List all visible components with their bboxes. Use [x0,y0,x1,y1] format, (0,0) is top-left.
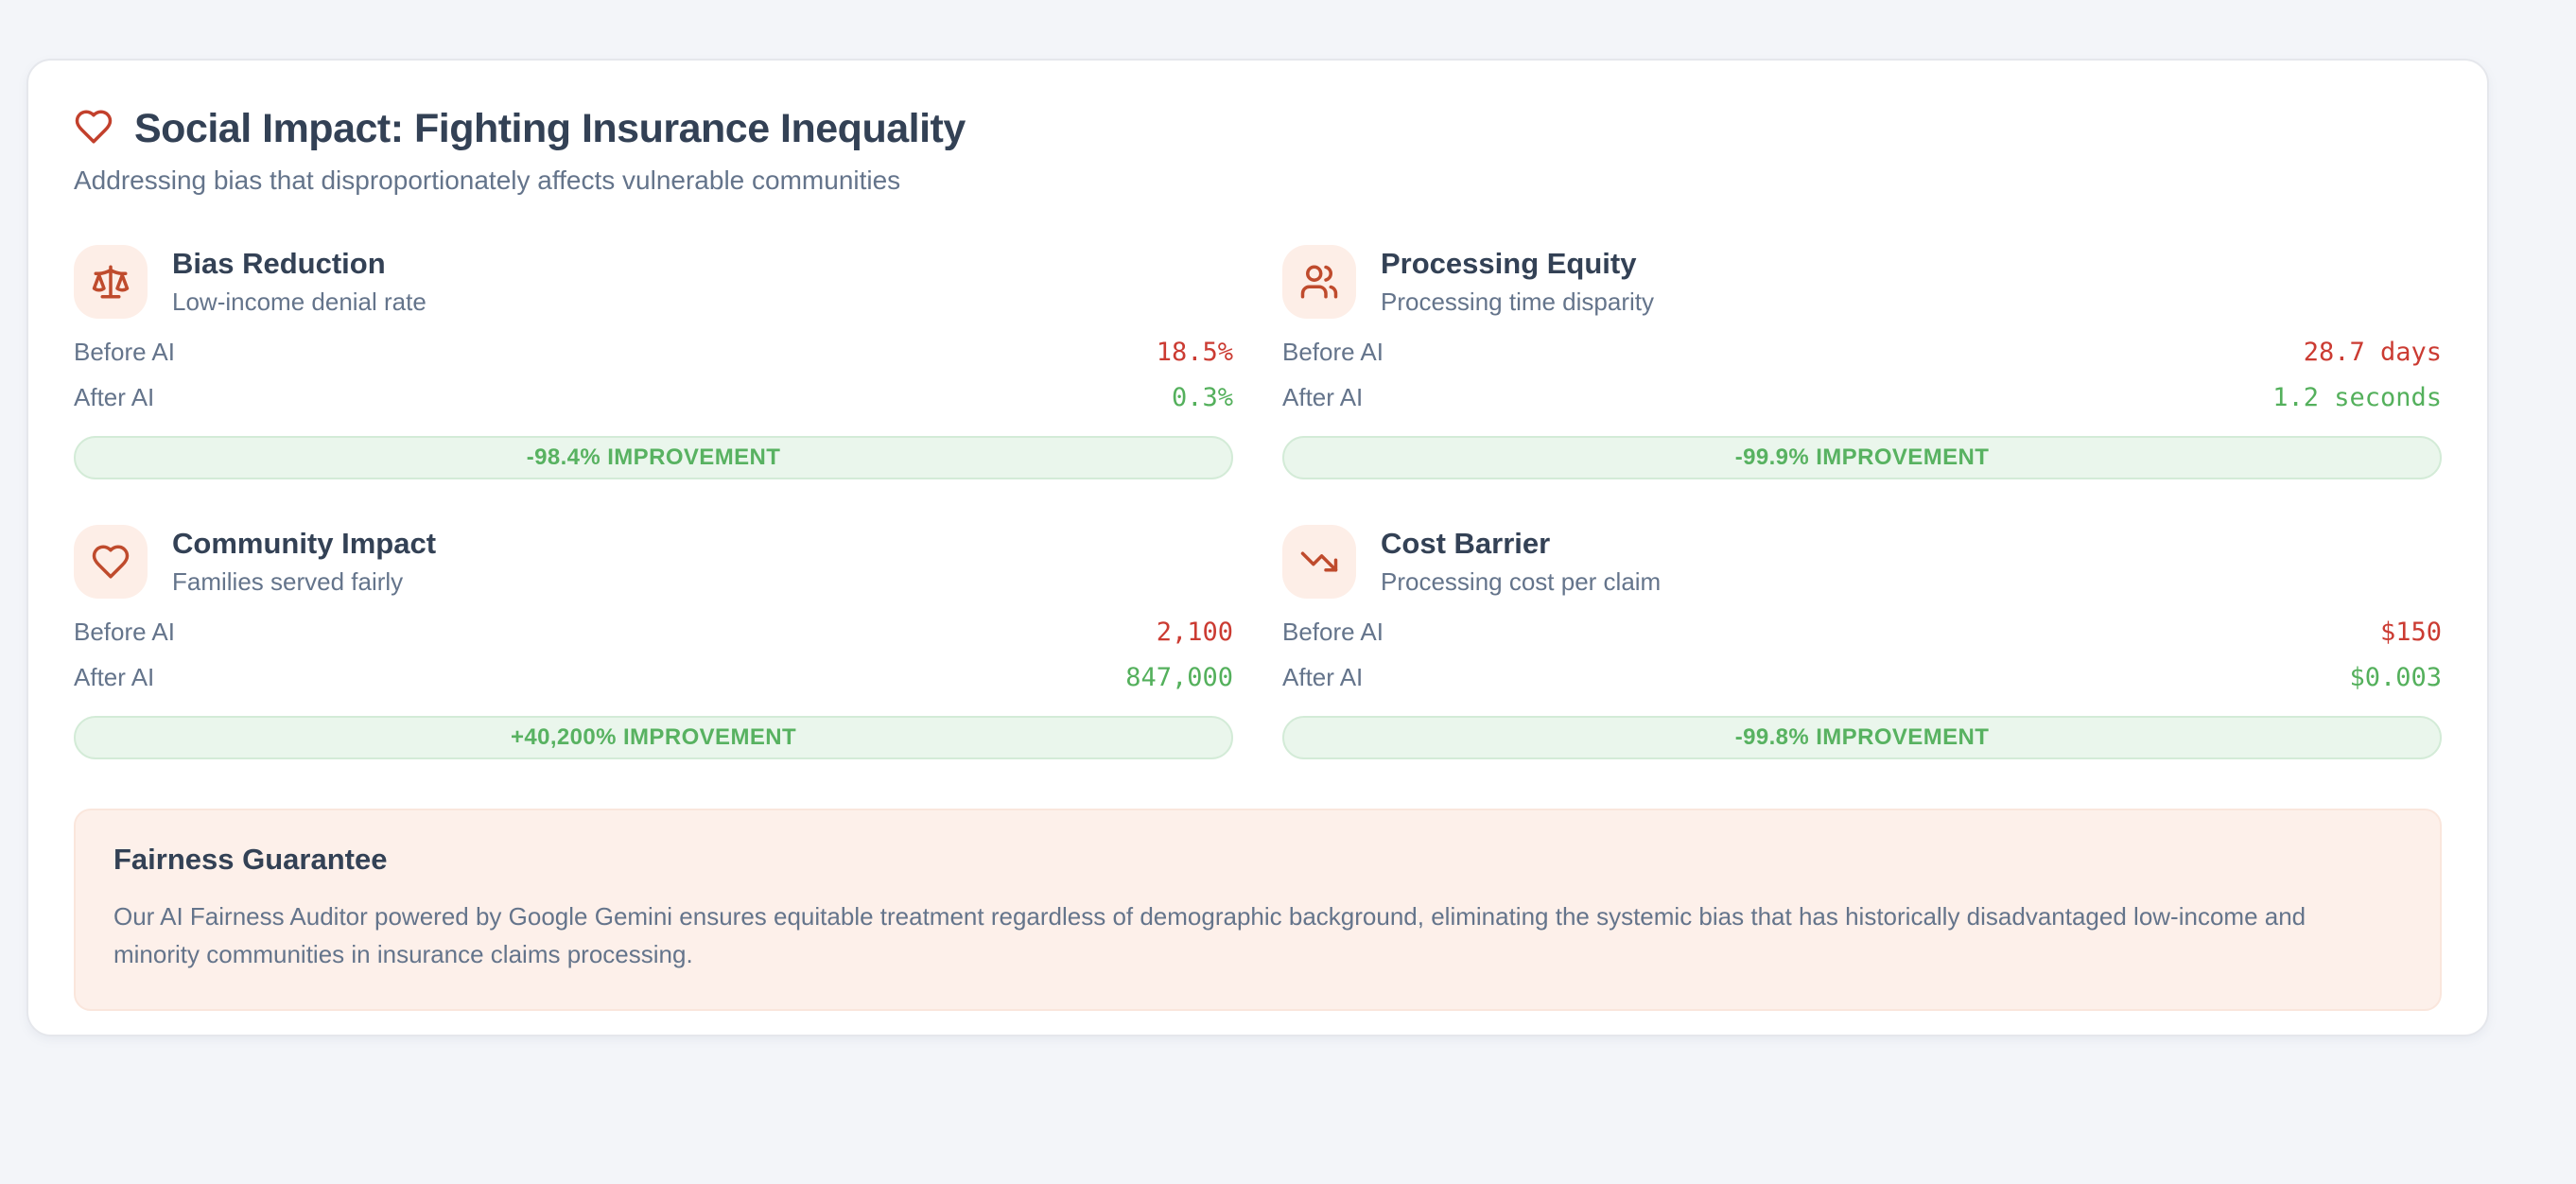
after-ai-row: After AI 1.2 seconds [1282,381,2442,413]
metric-title: Community Impact [172,527,437,560]
metrics-grid: Bias Reduction Low-income denial rate Be… [74,245,2442,759]
metric-subtitle: Processing time disparity [1381,287,1654,316]
metric-rows: Before AI 2,100 After AI 847,000 [74,616,1233,693]
metric-title: Processing Equity [1381,247,1637,280]
metric-header: Community Impact Families served fairly [74,525,1233,599]
metric-processing-equity: Processing Equity Processing time dispar… [1282,245,2442,479]
users-icon [1282,245,1356,319]
before-ai-label: Before AI [74,617,175,646]
heart-icon [74,525,148,599]
after-ai-value: 1.2 seconds [2272,382,2442,412]
metric-title: Bias Reduction [172,247,386,280]
trending-down-icon [1282,525,1356,599]
metric-header-text: Cost Barrier Processing cost per claim [1381,527,1661,597]
after-ai-row: After AI 0.3% [74,381,1233,413]
before-ai-value: 2,100 [1156,617,1233,647]
improvement-badge: -99.8% IMPROVEMENT [1282,716,2442,759]
fairness-body: Our AI Fairness Auditor powered by Googl… [113,902,2306,968]
metric-subtitle: Low-income denial rate [172,287,426,316]
before-ai-label: Before AI [1282,337,1384,366]
before-ai-row: Before AI 18.5% [74,336,1233,368]
metric-subtitle: Processing cost per claim [1381,567,1662,596]
metric-header: Cost Barrier Processing cost per claim [1282,525,2442,599]
before-ai-value: 28.7 days [2303,337,2442,367]
metric-community-impact: Community Impact Families served fairly … [74,525,1233,759]
metric-subtitle: Families served fairly [172,567,404,596]
after-ai-value: $0.003 [2349,662,2442,692]
metric-bias-reduction: Bias Reduction Low-income denial rate Be… [74,245,1233,479]
improvement-badge: -98.4% IMPROVEMENT [74,436,1233,479]
metric-header-text: Processing Equity Processing time dispar… [1381,247,1654,317]
before-ai-value: 18.5% [1156,337,1233,367]
metric-header-text: Community Impact Families served fairly [172,527,436,597]
after-ai-row: After AI 847,000 [74,661,1233,693]
page-subtitle: Addressing bias that disproportionately … [74,165,901,195]
metric-cost-barrier: Cost Barrier Processing cost per claim B… [1282,525,2442,759]
heart-icon [74,107,113,151]
metric-header: Bias Reduction Low-income denial rate [74,245,1233,319]
fairness-guarantee-panel: Fairness Guarantee Our AI Fairness Audit… [74,809,2442,1011]
page-title: Social Impact: Fighting Insurance Inequa… [134,106,966,151]
scale-icon [74,245,148,319]
metric-rows: Before AI 18.5% After AI 0.3% [74,336,1233,413]
after-ai-label: After AI [74,662,155,691]
before-ai-row: Before AI 28.7 days [1282,336,2442,368]
page-header: Social Impact: Fighting Insurance Inequa… [74,106,2442,152]
after-ai-value: 0.3% [1171,382,1233,412]
metric-rows: Before AI 28.7 days After AI 1.2 seconds [1282,336,2442,413]
after-ai-row: After AI $0.003 [1282,661,2442,693]
metric-header: Processing Equity Processing time dispar… [1282,245,2442,319]
metric-header-text: Bias Reduction Low-income denial rate [172,247,426,317]
after-ai-label: After AI [1282,662,1364,691]
metric-rows: Before AI $150 After AI $0.003 [1282,616,2442,693]
fairness-title: Fairness Guarantee [113,843,388,876]
improvement-badge: -99.9% IMPROVEMENT [1282,436,2442,479]
after-ai-label: After AI [74,382,155,411]
before-ai-label: Before AI [1282,617,1384,646]
metric-title: Cost Barrier [1381,527,1551,560]
before-ai-value: $150 [2379,617,2442,647]
before-ai-row: Before AI $150 [1282,616,2442,648]
after-ai-label: After AI [1282,382,1364,411]
before-ai-row: Before AI 2,100 [74,616,1233,648]
before-ai-label: Before AI [74,337,175,366]
after-ai-value: 847,000 [1125,662,1233,692]
social-impact-card: Social Impact: Fighting Insurance Inequa… [26,59,2489,1036]
improvement-badge: +40,200% IMPROVEMENT [74,716,1233,759]
